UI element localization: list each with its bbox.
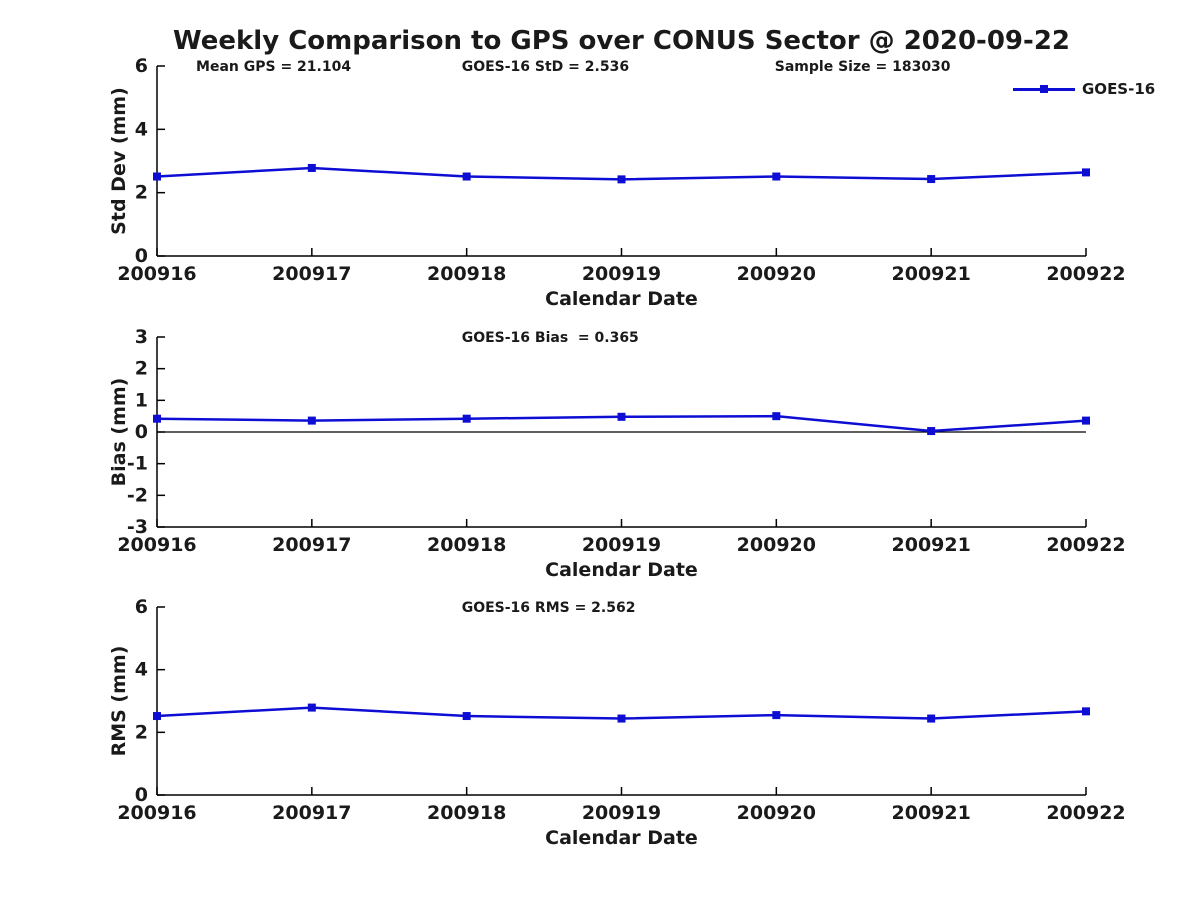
- x-tick-label: 200922: [1046, 802, 1125, 824]
- y-tick-label: 2: [135, 721, 148, 743]
- x-tick-label: 200917: [272, 802, 351, 824]
- y-tick-label: -3: [127, 516, 148, 538]
- y-tick-label: 2: [135, 182, 148, 204]
- y-tick-label: 0: [135, 784, 148, 806]
- legend-line-sample: [1013, 85, 1075, 93]
- x-tick-label: 200919: [582, 802, 661, 824]
- data-point-marker: [153, 712, 161, 721]
- x-axis-label: Calendar Date: [545, 827, 698, 849]
- data-point-marker: [617, 714, 626, 723]
- y-axis-label: Std Dev (mm): [108, 87, 130, 235]
- y-axis-label: RMS (mm): [108, 646, 130, 757]
- data-point-marker: [153, 414, 161, 423]
- subplot-annotation: Sample Size = 183030: [775, 59, 951, 75]
- x-tick-label: 200916: [117, 263, 196, 285]
- x-axis-label: Calendar Date: [545, 288, 698, 310]
- data-point-marker: [307, 416, 316, 425]
- x-tick-label: 200919: [582, 263, 661, 285]
- data-point-marker: [462, 414, 471, 423]
- y-tick-label: 6: [135, 596, 148, 618]
- legend: GOES-16: [1013, 80, 1156, 98]
- subplot-annotation: GOES-16 StD = 2.536: [462, 59, 629, 75]
- x-tick-label: 200918: [427, 534, 506, 556]
- subplot-annotation: Mean GPS = 21.104: [196, 59, 351, 75]
- data-point-marker: [927, 427, 936, 436]
- data-point-marker: [617, 175, 626, 184]
- data-point-marker: [772, 172, 781, 181]
- x-tick-label: 200918: [427, 263, 506, 285]
- y-tick-label: -2: [127, 484, 148, 506]
- data-point-marker: [1082, 168, 1090, 177]
- x-tick-label: 200921: [892, 534, 971, 556]
- y-tick-label: 0: [135, 421, 148, 443]
- figure-title: Weekly Comparison to GPS over CONUS Sect…: [172, 26, 1070, 56]
- x-tick-label: 200916: [117, 534, 196, 556]
- x-tick-label: 200918: [427, 802, 506, 824]
- y-tick-label: 3: [135, 326, 148, 348]
- data-point-marker: [1082, 416, 1090, 425]
- data-point-marker: [462, 172, 471, 181]
- data-point-marker: [307, 703, 316, 712]
- y-tick-label: 4: [135, 118, 148, 140]
- y-tick-label: 0: [135, 245, 148, 267]
- data-point-marker: [772, 711, 781, 720]
- x-tick-label: 200920: [737, 802, 816, 824]
- subplot-annotation: GOES-16 RMS = 2.562: [462, 600, 636, 616]
- y-axis-label: Bias (mm): [108, 378, 130, 487]
- x-tick-label: 200921: [892, 263, 971, 285]
- y-tick-label: 6: [135, 55, 148, 77]
- x-tick-label: 200919: [582, 534, 661, 556]
- y-tick-label: 2: [135, 358, 148, 380]
- data-point-marker: [617, 412, 626, 421]
- legend-series-label: GOES-16: [1082, 80, 1156, 98]
- x-tick-label: 200916: [117, 802, 196, 824]
- legend-square-marker-icon: [1040, 85, 1048, 93]
- x-tick-label: 200917: [272, 534, 351, 556]
- x-tick-label: 200917: [272, 263, 351, 285]
- data-point-marker: [927, 175, 936, 184]
- x-tick-label: 200922: [1046, 534, 1125, 556]
- x-tick-label: 200920: [737, 534, 816, 556]
- y-tick-label: -1: [127, 453, 148, 475]
- x-tick-label: 200920: [737, 263, 816, 285]
- data-point-marker: [772, 412, 781, 421]
- x-tick-label: 200922: [1046, 263, 1125, 285]
- y-tick-label: 1: [135, 389, 148, 411]
- data-point-marker: [1082, 707, 1090, 716]
- data-point-marker: [307, 163, 316, 172]
- subplot-annotation: GOES-16 Bias = 0.365: [462, 330, 639, 346]
- y-tick-label: 4: [135, 659, 148, 681]
- x-tick-label: 200921: [892, 802, 971, 824]
- x-axis-label: Calendar Date: [545, 559, 698, 581]
- data-point-marker: [153, 172, 161, 181]
- data-point-marker: [462, 712, 471, 721]
- data-point-marker: [927, 714, 936, 723]
